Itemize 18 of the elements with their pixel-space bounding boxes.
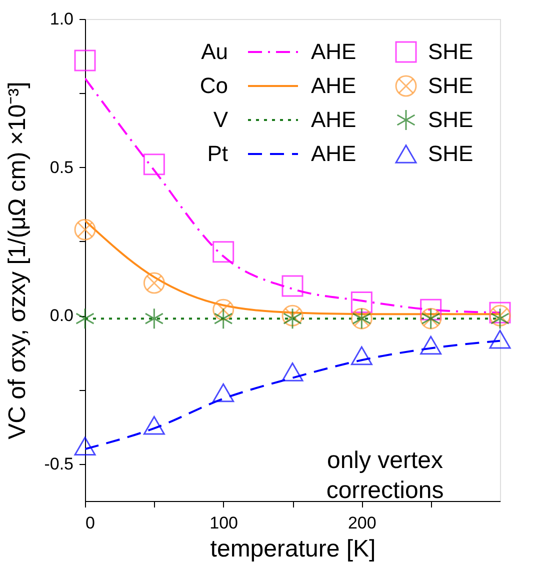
- x-tick-label: 200: [348, 514, 376, 532]
- x-tick-label: 100: [210, 514, 238, 532]
- text: Co AHE: [200, 73, 356, 98]
- annotation: only vertex corrections: [326, 447, 444, 504]
- y-tick-label: -0.5: [44, 454, 74, 474]
- legend-label: SHE: [428, 141, 474, 166]
- text: Au AHE: [201, 39, 356, 64]
- legend-label: SHE: [428, 39, 474, 64]
- y-tick-label: 0.0: [50, 306, 74, 326]
- legend-label: SHE: [428, 73, 474, 98]
- y-tick-label: 1.0: [50, 10, 74, 28]
- x-tick-label: 0: [86, 514, 95, 532]
- text: V AHE: [213, 107, 356, 132]
- text: Pt AHE: [207, 141, 356, 166]
- y-tick-label: 0.5: [50, 158, 74, 177]
- x-axis-title: temperature [K]: [210, 536, 376, 562]
- legend-label: SHE: [428, 107, 474, 132]
- y-axis-title: VC of σxy, σzxy [1/(μΩ cm) ×10⁻³]: [4, 82, 32, 440]
